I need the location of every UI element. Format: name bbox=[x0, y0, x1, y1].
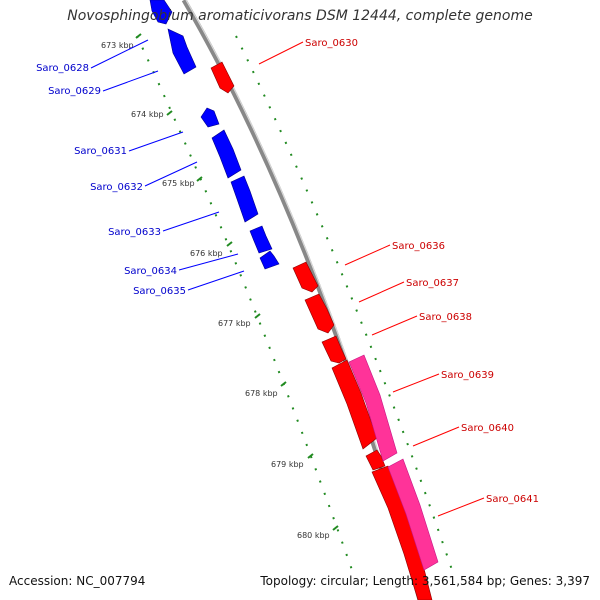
gene-leader-line bbox=[412, 426, 460, 447]
genome-backbone bbox=[181, 0, 423, 600]
gene-label-forward[interactable]: Saro_0630 bbox=[305, 38, 358, 49]
gene-label-forward[interactable]: Saro_0641 bbox=[486, 494, 539, 505]
gene-label-reverse[interactable]: Saro_0634 bbox=[124, 266, 177, 277]
genome-backbone-highlight bbox=[185, 0, 423, 600]
gene-label-forward[interactable]: Saro_0636 bbox=[392, 241, 445, 252]
gene-label-forward[interactable]: Saro_0638 bbox=[419, 312, 472, 323]
outer-tick-track bbox=[235, 35, 453, 571]
gene-arrow-forward[interactable] bbox=[210, 61, 235, 94]
gene-leader-line bbox=[90, 39, 149, 69]
feature-block-pink[interactable] bbox=[348, 354, 398, 462]
gene-leader-line bbox=[178, 253, 239, 271]
gene-arrow-reverse[interactable] bbox=[230, 175, 259, 223]
gene-arrow-reverse[interactable] bbox=[211, 129, 242, 179]
scale-tick-label: 673 kbp bbox=[101, 41, 134, 50]
scale-tick-label: 674 kbp bbox=[131, 110, 164, 119]
scale-tick-label: 677 kbp bbox=[218, 319, 251, 328]
gene-label-reverse[interactable]: Saro_0632 bbox=[90, 182, 143, 193]
feature-block-pink[interactable] bbox=[387, 458, 439, 571]
gene-leader-line bbox=[437, 497, 485, 517]
gene-arrow-reverse[interactable] bbox=[167, 28, 197, 75]
gene-label-reverse[interactable]: Saro_0629 bbox=[48, 86, 101, 97]
gene-arrow-reverse[interactable] bbox=[249, 225, 273, 254]
gene-arrow-forward[interactable] bbox=[304, 293, 335, 334]
scale-tick-label: 676 kbp bbox=[190, 249, 223, 258]
gene-leader-line bbox=[358, 281, 405, 303]
accession-label: Accession: NC_007794 bbox=[9, 574, 146, 588]
scale-tick-label: 679 kbp bbox=[271, 460, 304, 469]
gene-label-reverse[interactable]: Saro_0635 bbox=[133, 286, 186, 297]
gene-leader-line bbox=[162, 211, 220, 232]
scale-tick-mark bbox=[135, 33, 339, 531]
gene-label-forward[interactable]: Saro_0639 bbox=[441, 370, 494, 381]
gene-leader-line bbox=[128, 131, 184, 152]
gene-leader-line bbox=[187, 270, 245, 291]
gene-label-forward[interactable]: Saro_0640 bbox=[461, 423, 514, 434]
gene-leader-line bbox=[144, 161, 198, 187]
gene-arrow-forward[interactable] bbox=[292, 261, 319, 293]
scale-tick-label: 675 kbp bbox=[162, 179, 195, 188]
gene-leader-line bbox=[371, 315, 418, 336]
gene-arrow-reverse[interactable] bbox=[149, 0, 173, 25]
scale-tick-label: 678 kbp bbox=[245, 389, 278, 398]
gene-leader-line bbox=[258, 41, 304, 65]
gene-leader-line bbox=[392, 373, 440, 393]
gene-arrow-reverse[interactable] bbox=[259, 250, 280, 270]
gene-label-reverse[interactable]: Saro_0628 bbox=[36, 63, 89, 74]
gene-label-forward[interactable]: Saro_0637 bbox=[406, 278, 459, 289]
gene-leader-line bbox=[344, 244, 391, 266]
gene-label-reverse[interactable]: Saro_0631 bbox=[74, 146, 127, 157]
genome-summary: Topology: circular; Length: 3,561,584 bp… bbox=[260, 574, 590, 588]
gene-leader-line bbox=[102, 70, 159, 92]
scale-tick-label: 680 kbp bbox=[297, 531, 330, 540]
genome-title: Novosphingobium aromaticivorans DSM 1244… bbox=[67, 8, 533, 24]
gene-label-reverse[interactable]: Saro_0633 bbox=[108, 227, 161, 238]
gene-arrow-forward[interactable] bbox=[321, 335, 347, 364]
gene-arrow-reverse[interactable] bbox=[200, 107, 220, 128]
